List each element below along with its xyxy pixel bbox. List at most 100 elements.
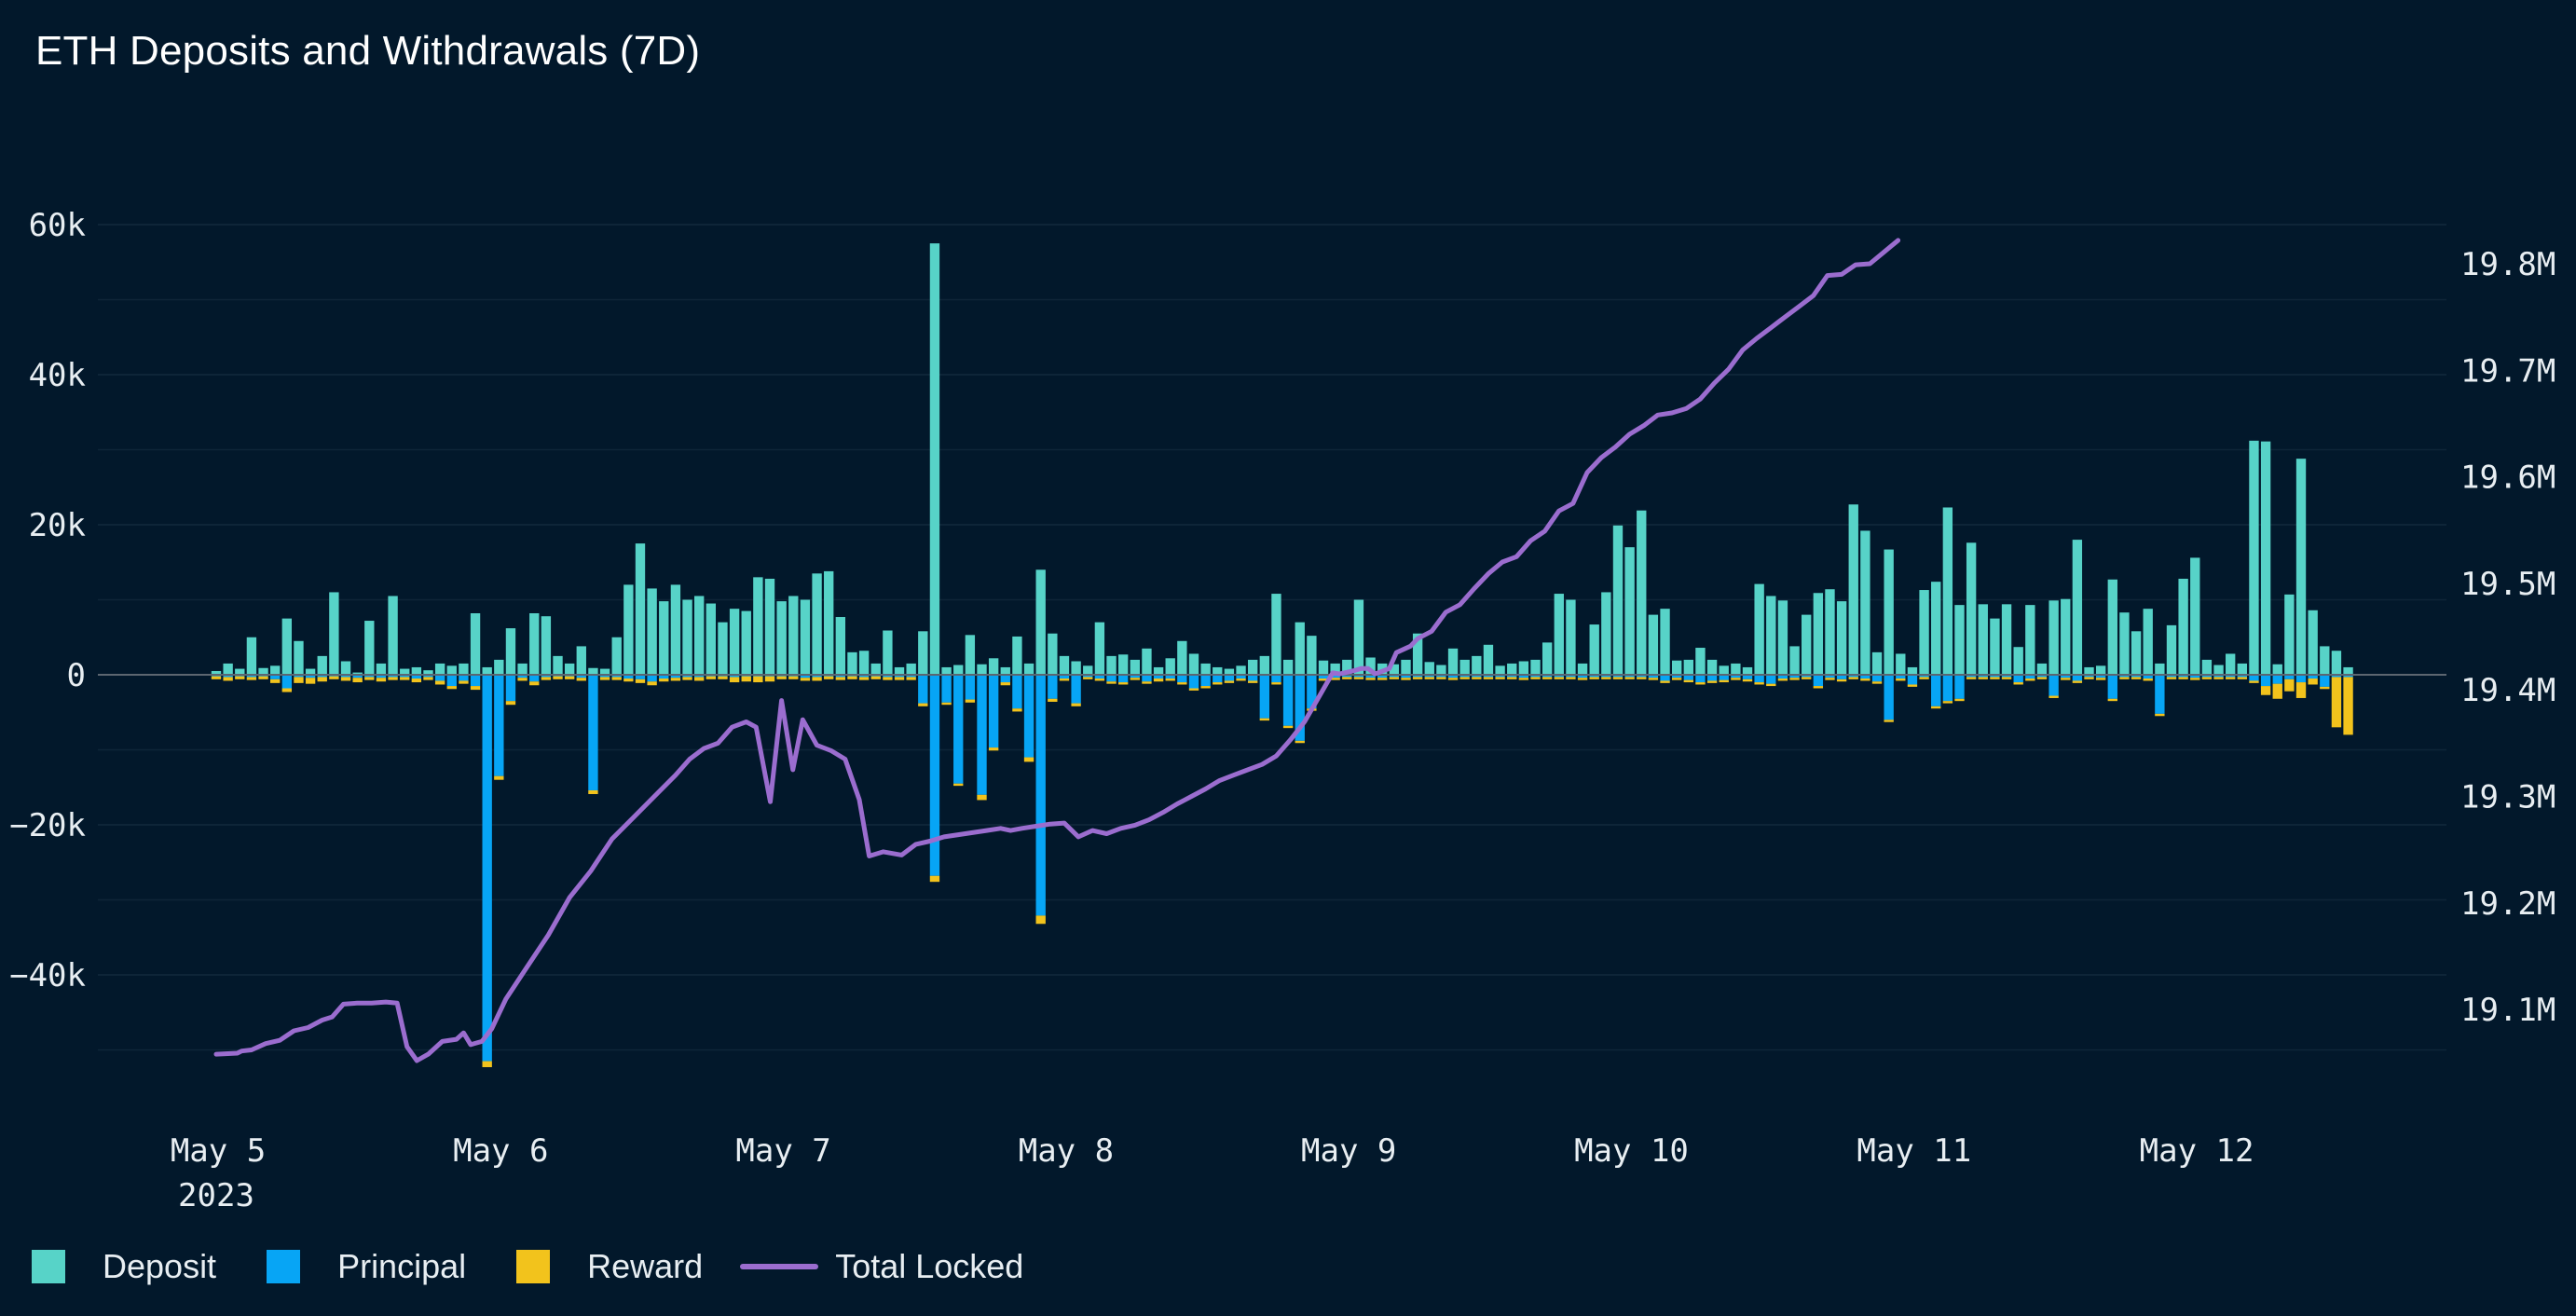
legend-item-deposit[interactable]: Deposit [32,1247,216,1286]
bar-deposit [1541,642,1553,675]
bar-principal [1931,675,1941,706]
bar-principal [729,675,740,678]
bar-reward [718,676,728,679]
bar-reward [376,678,387,682]
bar-principal [2166,675,2177,678]
bar-principal [1860,675,1870,679]
bar-principal [1083,675,1093,678]
bar-deposit [388,596,398,675]
bar-principal [1377,675,1388,679]
bar-reward [599,677,610,680]
bar-principal [1330,675,1340,679]
bar-reward [2320,686,2330,690]
bar-principal [2143,675,2153,679]
bar-deposit [305,668,316,675]
bar-deposit [2260,441,2271,675]
bar-principal [294,675,304,678]
legend-item-principal[interactable]: Principal [267,1247,466,1286]
bar-reward [1213,682,1223,685]
bar-reward [2178,677,2188,679]
bar-principal [941,675,952,703]
bar-deposit [764,578,775,675]
bar-deposit [988,658,999,675]
bar-principal [1412,675,1423,678]
bar-reward [824,676,834,679]
bar-reward [2226,677,2236,679]
bar-deposit [1130,659,1140,675]
bar-deposit [812,573,822,675]
bar-reward [1919,677,1929,679]
bar-principal [470,675,481,687]
bar-principal [812,675,822,678]
bar-deposit [1023,663,1035,675]
bar-deposit [211,670,222,675]
bar-deposit [2295,459,2307,675]
bar-principal [2155,675,2165,714]
bar-principal [1035,675,1046,916]
bar-principal [1683,675,1693,680]
bar-principal [2036,675,2048,678]
bar-deposit [706,603,716,675]
bar-reward [1671,678,1682,680]
legend: Deposit Principal Reward Total Locked [32,1246,1061,1287]
bar-principal [1601,675,1611,678]
bar-deposit [1813,593,1824,675]
bar-deposit [659,601,669,675]
bar-principal [2284,675,2295,679]
bar-reward [1259,718,1270,721]
bar-deposit [470,612,481,675]
bar-principal [894,675,905,678]
bar-reward [2213,677,2224,679]
bar-deposit [1389,664,1400,675]
bar-principal [1541,675,1553,678]
legend-label-principal: Principal [337,1247,467,1285]
bar-principal [2320,675,2330,687]
bar-reward [2249,680,2259,683]
bar-deposit [2036,663,2048,675]
bar-deposit [2119,612,2130,675]
legend-label-deposit: Deposit [103,1247,217,1285]
bar-principal [1695,675,1706,683]
bar-reward [2272,683,2282,699]
bar-reward [2295,682,2307,698]
bar-reward [223,677,233,681]
bar-reward [1495,677,1505,679]
legend-item-total-locked[interactable]: Total Locked [740,1247,1023,1286]
bar-reward [706,676,716,679]
bar-deposit [788,596,799,675]
bar-principal [1188,675,1199,689]
bar-principal [281,675,293,689]
bar-deposit [1177,640,1187,675]
bar-reward [1106,681,1117,684]
bar-reward [459,680,469,684]
bar-reward [1518,678,1529,680]
bar-reward [364,677,375,680]
bar-reward [611,677,622,680]
bar-deposit [929,243,940,675]
bar-deposit [340,661,351,675]
bar-deposit [1459,659,1470,675]
bar-reward [400,677,410,680]
bar-reward [317,677,327,682]
bar-reward [2155,713,2165,717]
bar-principal [1731,675,1741,679]
bar-deposit [1071,661,1081,675]
legend-item-reward[interactable]: Reward [516,1247,703,1286]
bar-principal [1059,675,1070,679]
bar-principal [1248,675,1258,681]
bar-reward [1706,680,1718,683]
bar-deposit [281,618,293,675]
bar-reward [246,677,257,680]
bar-deposit [599,668,610,675]
bar-reward [2084,677,2094,679]
bar-reward [1330,678,1340,680]
bar-reward [1035,915,1046,925]
bar-principal [1589,675,1599,678]
bar-reward [1271,682,1281,685]
bar-principal [1130,675,1140,679]
x-tick-label: May 7 [735,1132,830,1170]
bar-deposit [1577,663,1588,675]
x-tick-label: May 5 [171,1132,266,1170]
bar-reward [1848,677,1858,679]
bar-reward [281,688,293,692]
